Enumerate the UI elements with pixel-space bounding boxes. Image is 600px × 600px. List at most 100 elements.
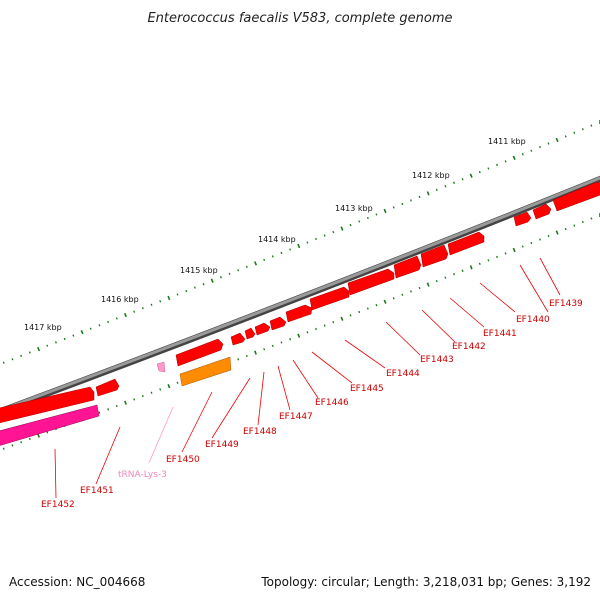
scale-tick (547, 234, 550, 238)
scale-tick (418, 195, 421, 199)
leader-ef1452a (95, 426, 121, 485)
gene-ef1449b (244, 327, 256, 340)
scale-tick (469, 173, 473, 178)
scale-tick (496, 163, 498, 167)
scale-tick (20, 441, 23, 444)
leader-ef1447 (292, 359, 319, 399)
gene-ef1448 (269, 316, 287, 331)
scale-tick (219, 276, 222, 279)
scale-tick (289, 337, 292, 341)
scale-tick (521, 153, 524, 156)
scale-tick (418, 286, 421, 290)
scale-tick (504, 252, 507, 255)
kbp-label-1411: 1411 kbp (488, 137, 526, 146)
leader-ef1442 (449, 297, 485, 328)
scale-tick (124, 400, 127, 405)
scale-tick (435, 279, 438, 283)
leader-ef1448 (277, 365, 291, 411)
gene-label-ef1444: EF1444 (386, 369, 420, 379)
scale-tick (349, 223, 352, 227)
gene-ef1439 (552, 181, 600, 212)
scale-tick (469, 265, 473, 270)
scale-tick (20, 354, 23, 358)
gene-label-ef1451: EF1451 (80, 486, 114, 496)
gene-label-ef1442: EF1442 (452, 342, 486, 352)
genome-backbone-highlight (0, 176, 600, 412)
scale-tick (340, 316, 344, 321)
scale-tick (538, 145, 541, 149)
accession-text: Accession: NC_004668 (9, 575, 145, 589)
scale-tick (426, 191, 430, 196)
label-leaders (54, 257, 561, 499)
gene-label-ef1452: EF1452 (41, 500, 75, 510)
scale-tick (332, 320, 335, 324)
scale-tick (323, 324, 326, 327)
scale-tick (487, 259, 490, 262)
scale-tick (521, 245, 524, 248)
scale-tick (237, 358, 240, 361)
leader-ef1443 (421, 309, 456, 343)
scale-tick (461, 178, 464, 181)
scale-tick (297, 333, 301, 338)
scale-tick (444, 185, 447, 188)
scale-tick (512, 155, 516, 161)
scale-tick (107, 320, 110, 324)
scale-tick (159, 300, 162, 303)
scale-tick (375, 303, 378, 307)
scale-tick (115, 317, 118, 320)
topology-text: Topology: circular; Length: 3,218,031 bp… (260, 575, 591, 589)
gene-ef1442 (447, 231, 485, 256)
scale-tick (46, 344, 49, 347)
leader-trna (148, 406, 174, 464)
scale-tick (176, 381, 179, 384)
scale-tick (366, 216, 369, 220)
scale-tick (254, 261, 258, 266)
scale-tick (426, 282, 430, 287)
gene-label-ef1443: EF1443 (420, 355, 454, 365)
scale-tick (530, 149, 533, 152)
scale-tick (538, 238, 541, 241)
gene-ef1450 (230, 332, 246, 346)
plus-strand-genes (0, 181, 600, 424)
scale-tick (289, 248, 292, 251)
scale-tick (167, 384, 171, 389)
scale-tick (115, 404, 118, 408)
scale-tick (555, 230, 559, 235)
gene-label-ef1450: EF1450 (166, 455, 200, 465)
leader-ef1446 (311, 351, 353, 384)
kbp-label-1413: 1413 kbp (335, 204, 373, 213)
scale-tick (28, 351, 31, 354)
scale-tick (297, 243, 301, 249)
kbp-label-1412: 1412 kbp (412, 171, 450, 180)
scale-tick (332, 230, 335, 234)
scale-tick (11, 444, 14, 447)
scale-tick (280, 251, 283, 255)
scale-tick (263, 258, 266, 262)
scale-tick (167, 295, 171, 301)
scale-tick (159, 388, 162, 391)
scale-tick (392, 297, 395, 300)
leader-ef1441 (479, 282, 516, 313)
scale-tick (150, 303, 153, 306)
scale-tick (176, 293, 179, 296)
scale-tick (590, 217, 593, 220)
gene-ef1443 (420, 244, 449, 268)
scale-tick (504, 160, 507, 163)
gene-ef1441 (513, 211, 532, 227)
gene-label-ef1439: EF1439 (549, 299, 583, 309)
gene-pink (0, 404, 100, 446)
scale-tick (72, 334, 75, 337)
scale-tick (133, 398, 136, 401)
scale-tick (315, 237, 318, 241)
scale-tick (185, 289, 188, 293)
scale-tick (358, 310, 361, 314)
scale-tick (2, 361, 5, 364)
scale-tick (280, 341, 283, 344)
scale-tick (478, 262, 481, 266)
scale-tick (555, 137, 559, 143)
scale-tick (228, 272, 231, 275)
scale-tick (210, 278, 214, 283)
scale-tick (263, 348, 266, 351)
scale-tick (581, 128, 584, 131)
gene-orange (179, 356, 232, 387)
